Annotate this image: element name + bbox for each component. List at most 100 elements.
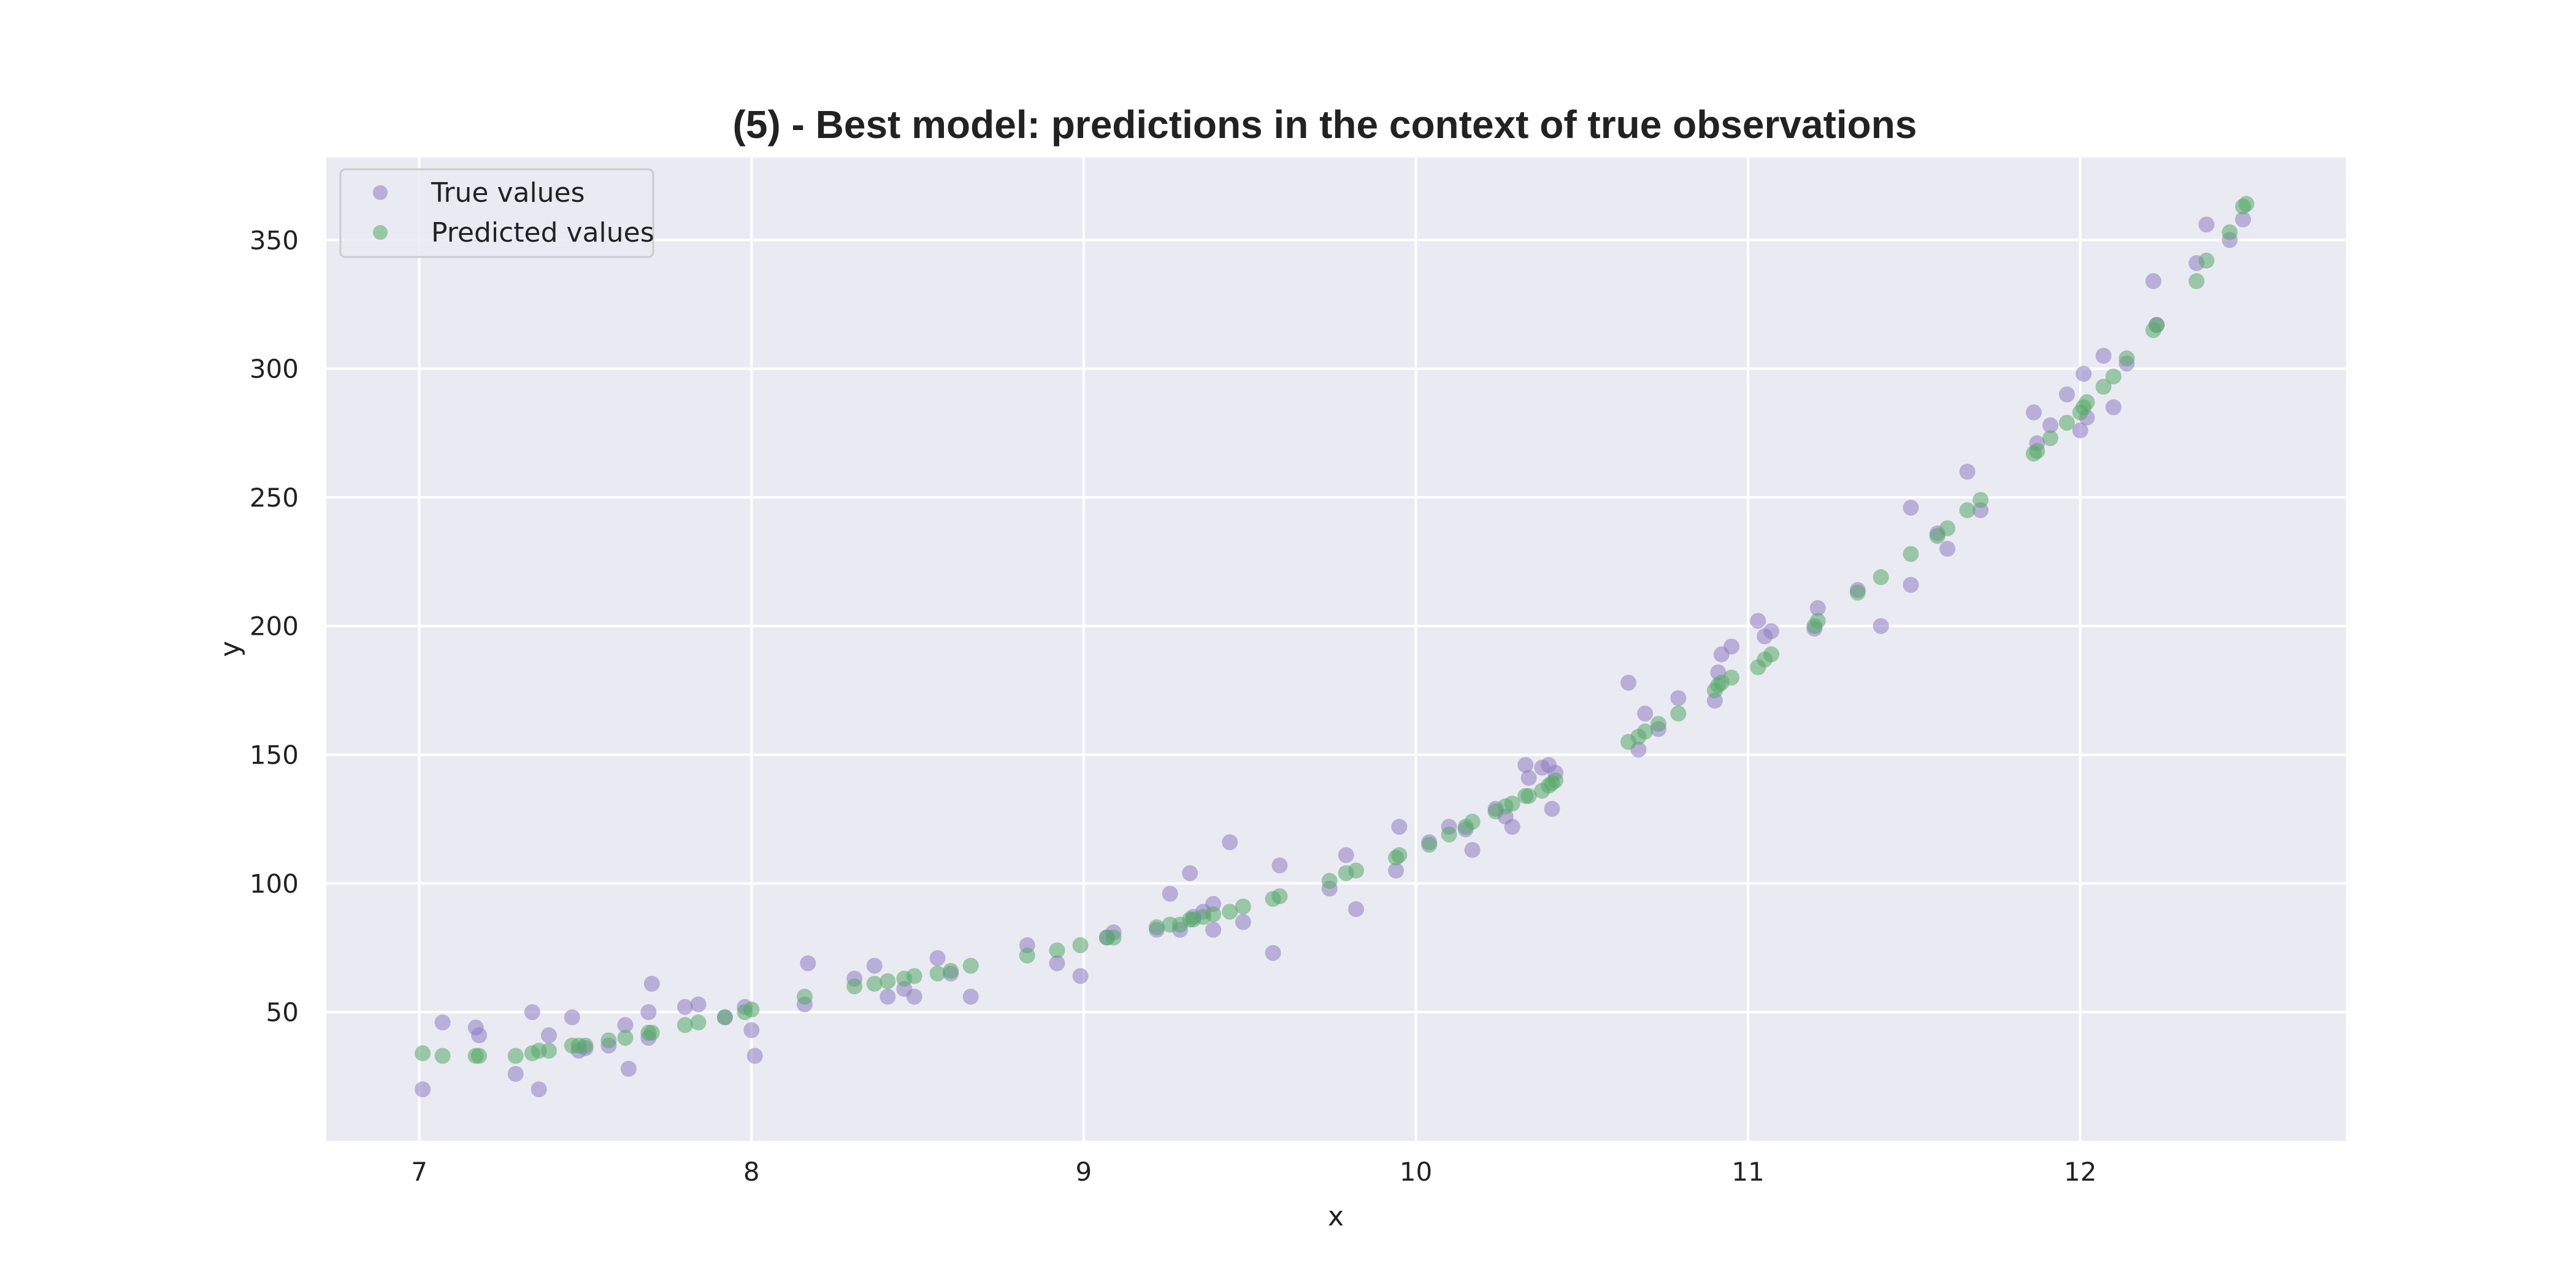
predicted-value-point [677,1017,693,1033]
predicted-value-point [1520,788,1537,804]
predicted-value-point [1205,906,1222,922]
y-tick-label: 200 [250,611,299,642]
true-value-point [1517,757,1534,773]
true-value-point [434,1014,451,1030]
predicted-value-point [1235,899,1251,915]
true-value-point [2025,404,2042,421]
predicted-value-point [1972,492,1989,508]
predicted-value-point [2029,443,2045,459]
true-value-point [507,1065,524,1082]
true-value-point [1391,819,1408,835]
predicted-value-point [1222,903,1238,920]
y-tick-label: 50 [266,997,299,1027]
predicted-value-point [1421,837,1438,853]
predicted-value-point [1149,919,1165,935]
true-value-point [1265,945,1281,961]
true-value-point [640,1004,657,1021]
true-value-point [1205,921,1222,938]
true-value-point [1763,623,1779,640]
x-axis-ticks: 7 8 9 10 11 12 [411,1157,2096,1187]
true-value-point [1903,577,1919,593]
true-value-point [1809,600,1826,616]
true-value-point [1873,618,1889,634]
true-value-point [1620,675,1637,691]
true-value-point [743,1022,760,1038]
true-value-point [1338,847,1354,864]
true-value-point [1049,955,1065,972]
true-value-point [746,1048,763,1064]
x-tick-label: 7 [411,1157,427,1187]
predicted-value-point [880,973,896,989]
grid-lines [326,158,2346,1141]
true-value-point [540,1027,557,1043]
x-tick-label: 11 [1731,1157,1764,1187]
predicted-value-point [1321,873,1338,889]
true-value-point [2095,348,2112,364]
predicted-value-point [2042,430,2058,447]
true-value-point [524,1004,540,1021]
true-value-point [2072,422,2088,439]
predicted-value-point [796,989,813,1005]
predicted-value-point [846,978,863,995]
x-axis-label: x [1328,1201,1344,1232]
true-value-point [2105,399,2122,415]
true-value-point [677,999,693,1015]
predicted-value-point [1547,772,1563,789]
true-value-point [2145,273,2161,289]
predicted-value-point [743,1002,760,1018]
true-value-point [2059,386,2075,403]
true-value-point [620,1060,637,1077]
legend: True values Predicted values [339,168,654,258]
predicted-value-point [2198,252,2215,269]
x-tick-label: 9 [1076,1157,1092,1187]
predicted-value-point [1670,705,1687,722]
predicted-value-point [1637,723,1654,740]
predicted-value-point [1650,716,1666,732]
true-value-point [1723,638,1739,655]
legend-label-true-values: True values [431,177,585,209]
x-tick-label: 10 [1400,1157,1432,1187]
true-value-point [1235,914,1251,930]
predicted-value-point [866,976,883,992]
predicted-value-point [690,1014,707,1030]
legend-label-predicted-values: Predicted values [431,217,654,248]
predicted-value-point [1019,947,1035,964]
predicted-value-point [1723,669,1739,686]
legend-box [339,168,654,258]
predicted-value-point [2238,196,2255,212]
true-value-point [800,955,816,972]
chart-title: (5) - Best model: predictions in the con… [733,102,1917,147]
legend-marker-true-values [373,185,388,200]
x-tick-label: 12 [2064,1157,2096,1187]
predicted-value-point [2221,224,2238,240]
y-tick-label: 350 [250,225,299,255]
y-tick-label: 300 [250,354,299,384]
predicted-value-point [906,968,922,984]
true-value-point [643,976,660,992]
y-tick-label: 150 [250,740,299,770]
predicted-value-point [1959,502,1976,518]
true-value-point [866,957,883,974]
predicted-value-point [2105,368,2122,385]
predicted-value-point [2059,415,2075,431]
true-value-point [1271,857,1288,873]
true-value-point [1939,540,1956,557]
y-axis-label: y [215,641,246,657]
predicted-value-point [1464,813,1481,830]
legend-marker-predicted-values [373,225,388,240]
true-value-point [1637,705,1654,722]
x-tick-label: 8 [743,1157,760,1187]
predicted-value-point [1391,847,1408,864]
true-value-point [1959,464,1976,480]
predicted-value-point [1903,546,1919,562]
predicted-value-point [415,1045,431,1062]
true-value-point [1750,613,1766,629]
true-value-point [1222,834,1238,851]
predicted-value-point [1271,888,1288,905]
predicted-value-point [643,1024,660,1041]
true-value-point [2042,417,2058,434]
predicted-value-point [1049,942,1065,959]
predicted-value-point [471,1048,488,1064]
true-value-point [1072,968,1089,984]
